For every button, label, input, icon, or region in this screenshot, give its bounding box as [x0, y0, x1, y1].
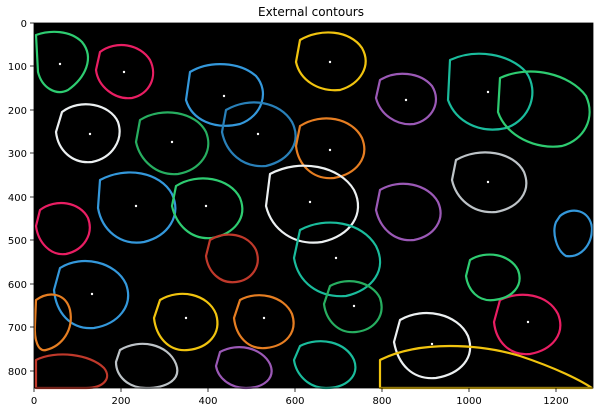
centroid: [205, 205, 207, 207]
y-tick-label: 600: [8, 280, 27, 291]
centroid: [59, 63, 61, 65]
centroid: [185, 317, 187, 319]
centroid: [329, 149, 331, 151]
centroid: [329, 61, 331, 63]
centroid: [89, 133, 91, 135]
y-tick-label: 800: [8, 367, 27, 378]
centroid: [487, 91, 489, 93]
x-tick-label: 1200: [543, 396, 568, 407]
x-tick-labels: 0 200 400 600 800 1000 1200: [31, 396, 569, 407]
centroid: [263, 317, 265, 319]
y-tick-label: 300: [8, 149, 27, 160]
x-tick-label: 0: [31, 396, 37, 407]
image-background: [34, 23, 593, 388]
centroid: [487, 181, 489, 183]
x-tick-label: 1000: [456, 396, 481, 407]
centroid: [91, 293, 93, 295]
y-tick-label: 100: [8, 62, 27, 73]
y-tick-label: 0: [21, 19, 27, 30]
image-panel: [34, 23, 593, 388]
centroid: [171, 141, 173, 143]
centroid: [135, 205, 137, 207]
centroid: [335, 257, 337, 259]
centroid: [527, 321, 529, 323]
centroid: [431, 343, 433, 345]
y-axis: [30, 23, 34, 371]
centroid: [309, 201, 311, 203]
centroid: [353, 305, 355, 307]
centroid: [223, 95, 225, 97]
plot-title: External contours: [258, 5, 364, 19]
y-tick-labels: 0 100 200 300 400 500 600 700 800: [8, 19, 27, 378]
y-tick-label: 500: [8, 236, 27, 247]
y-tick-label: 400: [8, 193, 27, 204]
y-tick-label: 700: [8, 323, 27, 334]
x-tick-label: 400: [198, 396, 217, 407]
x-tick-label: 600: [285, 396, 304, 407]
centroid: [123, 71, 125, 73]
centroid: [405, 99, 407, 101]
x-tick-label: 800: [372, 396, 391, 407]
centroid: [257, 133, 259, 135]
y-tick-label: 200: [8, 106, 27, 117]
x-tick-label: 200: [111, 396, 130, 407]
